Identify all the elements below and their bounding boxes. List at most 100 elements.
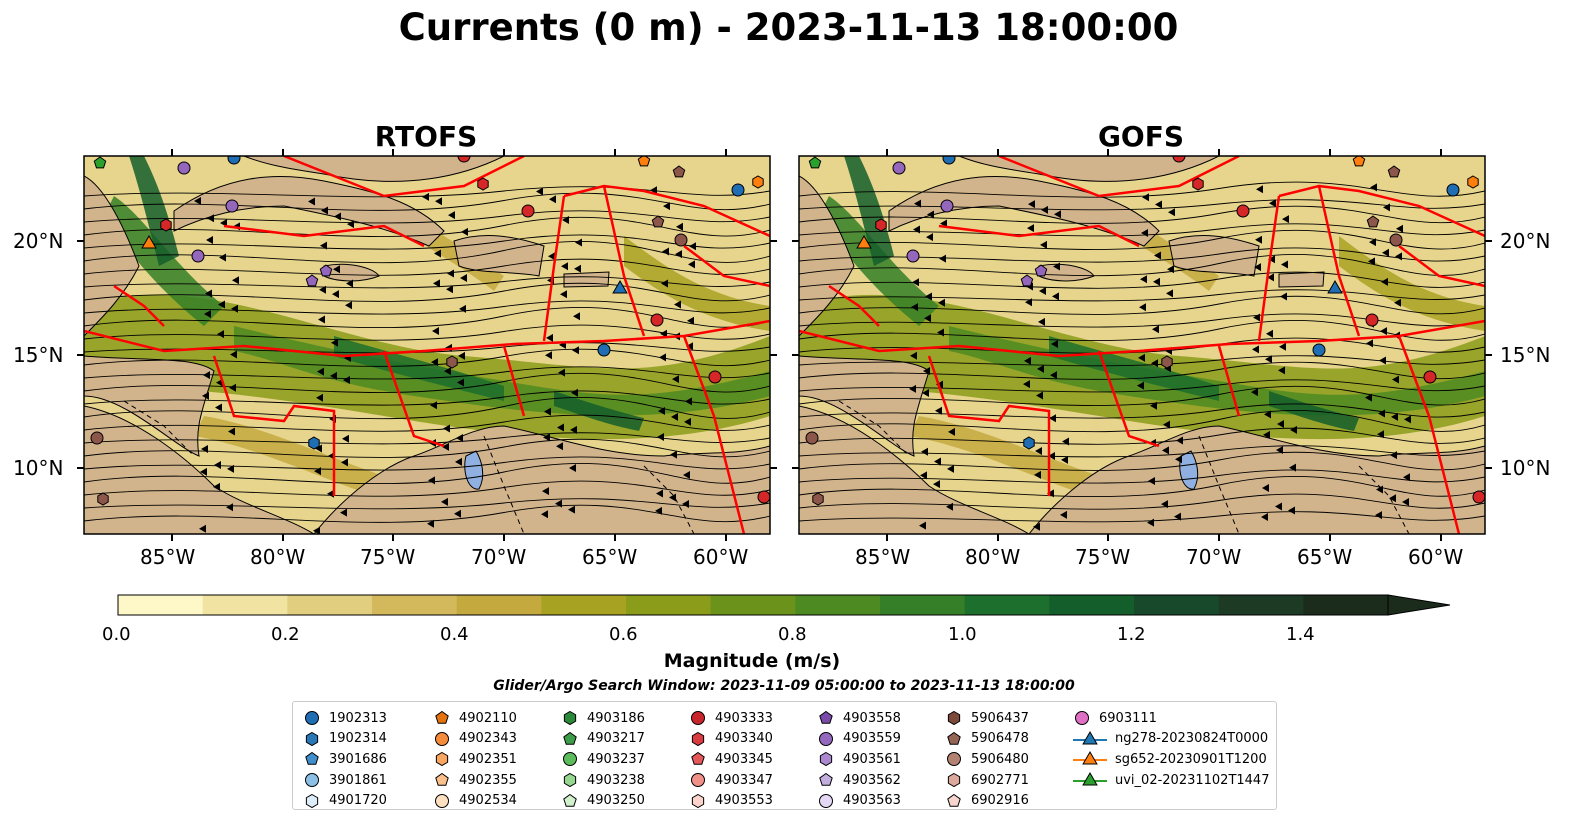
- streamline: [799, 229, 1485, 250]
- legend-item: 4903340: [689, 729, 773, 750]
- flow-arrow: [542, 487, 549, 496]
- streamline: [799, 451, 1485, 471]
- legend-label: 3901861: [329, 772, 387, 788]
- pentagon-marker-icon: [947, 731, 961, 745]
- flow-arrow: [570, 425, 577, 434]
- streamline: [84, 348, 770, 367]
- flow-arrow: [1163, 420, 1170, 429]
- streamline: [799, 271, 1485, 289]
- flow-arrow: [1051, 340, 1058, 349]
- flow-arrow: [207, 214, 214, 223]
- float-marker: [1446, 183, 1460, 197]
- legend-item: 4903217: [561, 729, 645, 750]
- colorbar-label: Magnitude (m/s): [663, 650, 841, 672]
- streamline: [84, 324, 770, 341]
- flow-arrow: [938, 298, 945, 307]
- legend-item: 5906478: [945, 729, 1029, 750]
- flow-arrow: [1047, 489, 1054, 498]
- flow-arrow: [1275, 502, 1282, 511]
- streamline: [84, 366, 770, 380]
- float-marker: [1312, 343, 1326, 357]
- legend-item: 4903186: [561, 708, 645, 729]
- flow-arrow: [1375, 511, 1382, 520]
- land-mass: [799, 405, 1030, 534]
- streamline: [799, 445, 1485, 458]
- legend-label: 6903111: [1099, 710, 1157, 726]
- colorbar-segment: [1218, 595, 1304, 615]
- flow-arrow: [1139, 303, 1146, 312]
- flow-arrow: [1039, 286, 1046, 295]
- streamline: [799, 511, 1485, 523]
- streamline: [799, 385, 1485, 406]
- flow-arrow: [573, 312, 580, 321]
- flow-arrow: [548, 252, 555, 261]
- flow-arrow: [910, 351, 917, 360]
- pentagon-marker-icon: [819, 711, 833, 725]
- flow-arrow: [927, 210, 934, 219]
- float-marker: [752, 175, 764, 189]
- float-marker: [191, 249, 205, 263]
- float-marker: [892, 161, 906, 175]
- legend-column: 4903558 4903559 4903561 4903562 4903563: [817, 708, 901, 811]
- legend-item: sg652-20230901T1200: [1073, 749, 1269, 770]
- float-marker: [942, 156, 956, 165]
- flow-arrow: [1279, 342, 1286, 351]
- streamline: [799, 379, 1485, 393]
- lake: [464, 450, 484, 490]
- legend-item: 6903111: [1073, 708, 1269, 729]
- hexagon-marker-icon: [305, 731, 319, 746]
- x-tick-label: 60°W: [1408, 545, 1464, 569]
- flow-arrow: [330, 371, 337, 380]
- flow-arrow: [909, 384, 916, 393]
- flow-arrow: [427, 519, 434, 528]
- flow-arrow: [1041, 205, 1048, 214]
- flow-arrow: [558, 368, 565, 377]
- pentagon-marker-icon: [305, 752, 319, 766]
- legend-item: 4903238: [561, 770, 645, 791]
- flow-arrow: [669, 493, 676, 502]
- float-marker: [227, 156, 241, 165]
- streamline: [799, 475, 1485, 498]
- colorbar-segment: [202, 595, 288, 615]
- flow-arrow: [1265, 355, 1272, 364]
- flow-arrow: [1037, 364, 1044, 373]
- streamline: [799, 403, 1485, 419]
- flow-arrow: [1040, 240, 1047, 249]
- legend-item: 4901720: [303, 790, 387, 811]
- legend-item: 4903561: [817, 749, 901, 770]
- flow-arrow: [455, 457, 462, 466]
- colorbar-segment: [541, 595, 627, 615]
- flow-arrow: [935, 406, 942, 415]
- x-tick-label: 70°W: [471, 545, 527, 569]
- flow-arrow: [1264, 410, 1271, 419]
- flow-arrow: [1383, 203, 1390, 212]
- flow-arrow: [1402, 498, 1409, 507]
- map-frame: [83, 155, 771, 535]
- legend-label: 4903250: [587, 793, 645, 809]
- float-marker: [90, 431, 104, 445]
- x-tick-label: 75°W: [360, 545, 416, 569]
- flow-arrow: [921, 447, 928, 456]
- flow-arrow: [541, 510, 548, 519]
- legend-column: 4903333 4903340 4903345 4903347 4903553: [689, 708, 773, 811]
- flow-arrow: [536, 187, 543, 196]
- flow-arrow: [340, 508, 347, 517]
- flow-arrow: [1392, 375, 1399, 384]
- float-marker: [160, 218, 172, 232]
- legend-label: 4903186: [587, 710, 645, 726]
- float-marker: [477, 177, 489, 191]
- circle-marker-icon: [305, 711, 319, 726]
- flow-arrow: [218, 300, 225, 309]
- legend-label: 6902771: [971, 772, 1029, 788]
- streamline: [84, 462, 770, 485]
- eez-boundary: [212, 355, 336, 496]
- legend-item: 4903558: [817, 708, 901, 729]
- y-tick-label: 15°N: [1500, 343, 1551, 367]
- flow-arrow: [1370, 183, 1377, 192]
- float-marker: [1192, 177, 1204, 191]
- legend-item: 4903333: [689, 708, 773, 729]
- flow-arrow: [1278, 366, 1285, 375]
- legend-label: 4902110: [459, 710, 517, 726]
- float-marker: [93, 156, 107, 169]
- flow-arrow: [214, 461, 221, 470]
